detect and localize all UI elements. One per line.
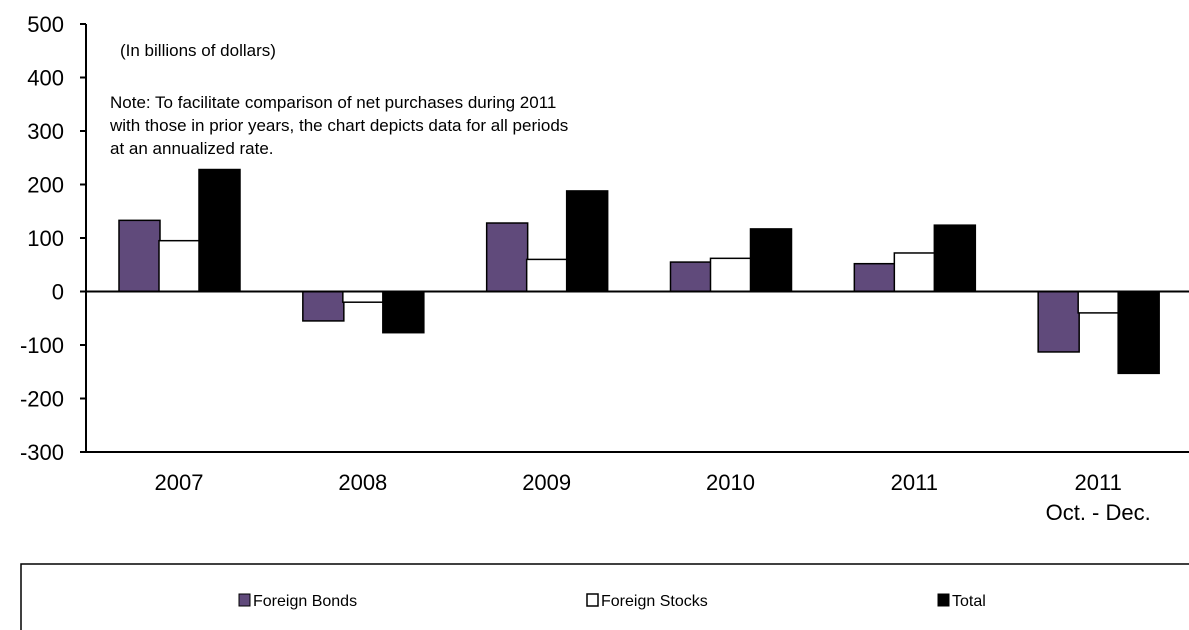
- legend-swatch-foreign-stocks: [586, 593, 599, 607]
- y-tick-label: 0: [52, 280, 64, 305]
- note-line-2: with those in prior years, the chart dep…: [109, 116, 568, 135]
- legend-box: [20, 563, 1189, 630]
- bar-foreign-bonds: [485, 222, 529, 293]
- bar-foreign-bonds: [118, 219, 161, 293]
- bar-total: [198, 168, 241, 293]
- bar-foreign-bonds: [853, 262, 897, 293]
- category-label: 2008: [338, 470, 387, 495]
- legend: Foreign Bonds Foreign Stocks Total: [20, 563, 1189, 630]
- bar-foreign-stocks: [1077, 290, 1120, 314]
- note-line-1: Note: To facilitate comparison of net pu…: [110, 93, 556, 112]
- bar-foreign-bonds: [302, 290, 345, 322]
- y-tick-label: 300: [27, 119, 64, 144]
- legend-swatch-foreign-bonds: [238, 593, 251, 607]
- note-line-3: at an annualized rate.: [110, 139, 274, 158]
- category-labels: 2007 2008 2009 2010 2011 2011 Oct. - Dec.: [155, 470, 1151, 525]
- y-tick-label: -200: [20, 387, 64, 412]
- bar-foreign-stocks: [525, 258, 569, 293]
- bar-foreign-stocks: [158, 239, 201, 293]
- bar-total: [1117, 290, 1160, 375]
- y-tick-label: 500: [27, 12, 64, 37]
- bar-total: [565, 190, 609, 293]
- category-label: 2011: [1075, 470, 1122, 495]
- category-label: 2010: [706, 470, 755, 495]
- y-tick-label: -300: [20, 440, 64, 465]
- y-tick-label: -100: [20, 333, 64, 358]
- y-axis-labels: 500 400 300 200 100 0 -100 -200 -300: [20, 12, 86, 465]
- y-tick-label: 400: [27, 66, 64, 91]
- legend-swatch-total: [937, 593, 950, 607]
- bar-foreign-bonds: [669, 261, 713, 293]
- category-sublabel: Oct. - Dec.: [1046, 500, 1151, 525]
- legend-label-total: Total: [952, 593, 986, 610]
- unit-note: (In billions of dollars): [120, 41, 276, 60]
- legend-label-foreign-stocks: Foreign Stocks: [601, 593, 708, 610]
- category-label: 2009: [522, 470, 571, 495]
- y-tick-label: 100: [27, 226, 64, 251]
- category-label: 2007: [155, 470, 204, 495]
- y-tick-label: 200: [27, 173, 64, 198]
- bar-total: [382, 290, 425, 334]
- legend-label-foreign-bonds: Foreign Bonds: [253, 593, 357, 610]
- bar-foreign-stocks: [342, 290, 385, 303]
- bar-foreign-stocks: [893, 252, 937, 293]
- category-label: 2011: [891, 470, 938, 495]
- bar-foreign-stocks: [709, 257, 753, 293]
- bar-total: [749, 228, 793, 293]
- bars: [118, 168, 1160, 375]
- bar-total: [933, 224, 977, 293]
- bar-foreign-bonds: [1037, 290, 1080, 353]
